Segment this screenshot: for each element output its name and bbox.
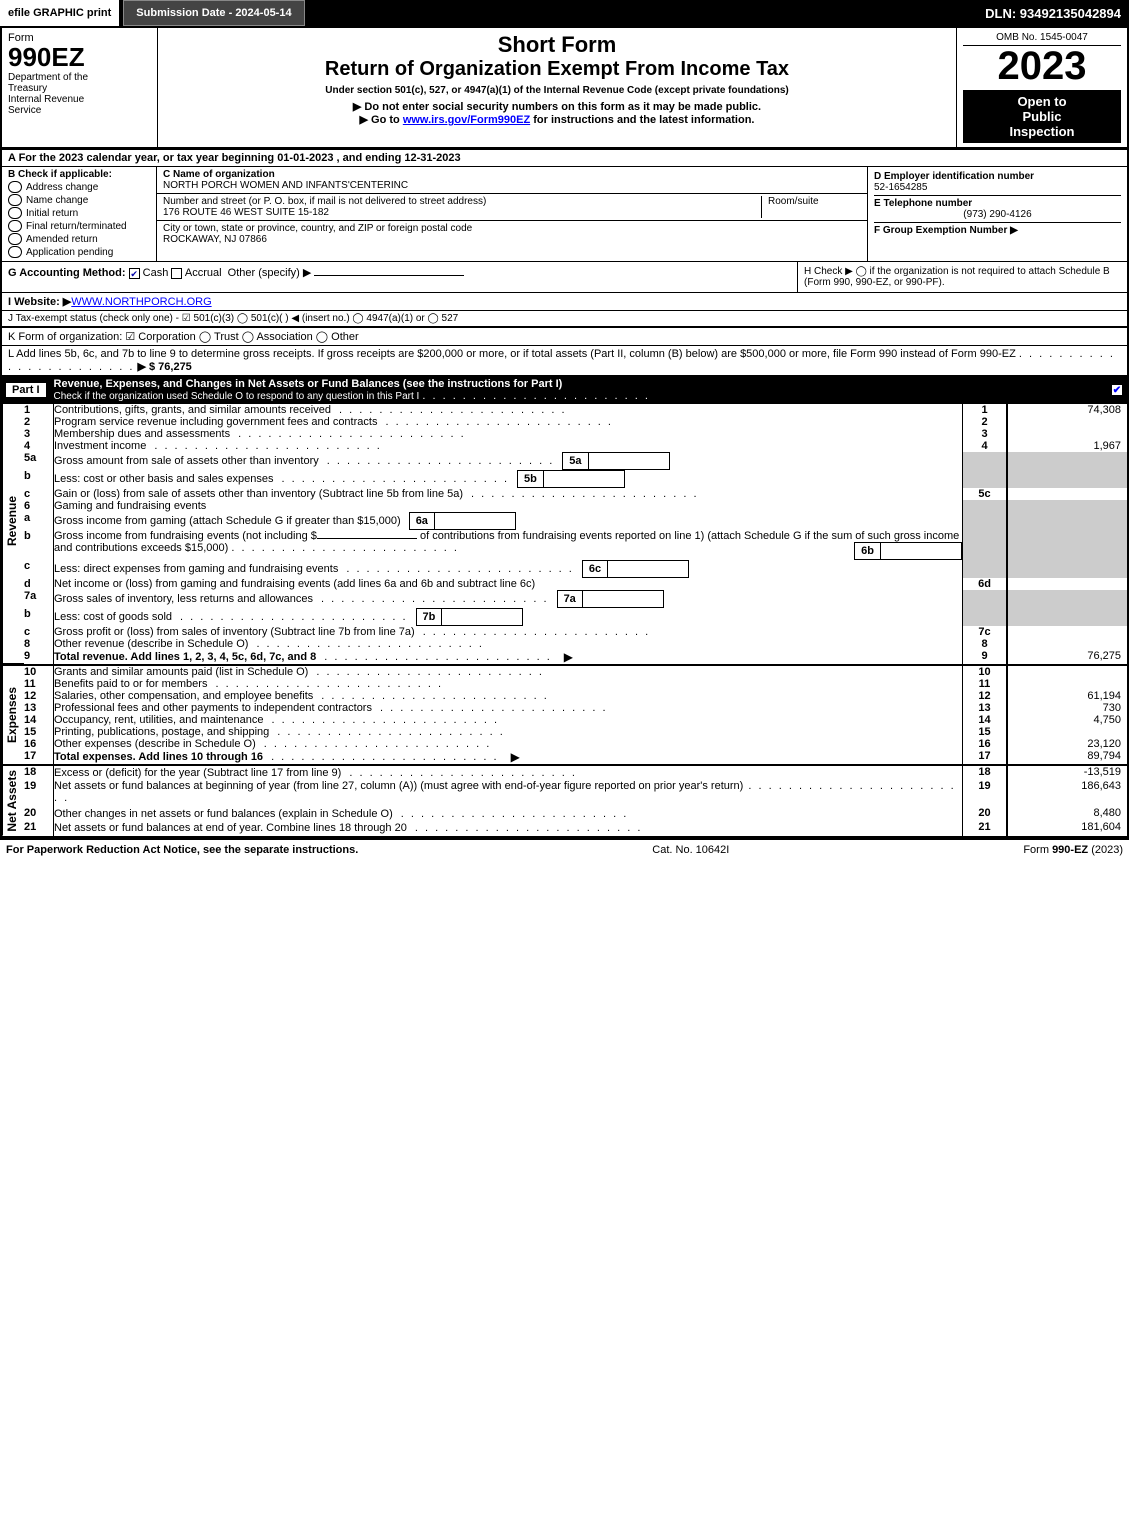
cat-no: Cat. No. 10642I bbox=[358, 844, 1023, 856]
chk-name-change[interactable] bbox=[8, 194, 22, 206]
val-line-20: 8,480 bbox=[1007, 807, 1127, 821]
submission-date: Submission Date - 2024-05-14 bbox=[123, 0, 304, 26]
part-1-checkbox[interactable]: ✔ bbox=[1111, 384, 1123, 396]
val-line-12: 61,194 bbox=[1007, 690, 1127, 702]
under-section: Under section 501(c), 527, or 4947(a)(1)… bbox=[166, 85, 948, 96]
row-l: L Add lines 5b, 6c, and 7b to line 9 to … bbox=[2, 345, 1127, 375]
efile-label[interactable]: efile GRAPHIC print bbox=[0, 0, 119, 26]
row-a: A For the 2023 calendar year, or tax yea… bbox=[2, 148, 1127, 166]
city-lbl: City or town, state or province, country… bbox=[163, 223, 472, 234]
phone: (973) 290-4126 bbox=[874, 209, 1121, 220]
part-1-label: Part I bbox=[6, 383, 46, 397]
revenue-table: Revenue 1Contributions, gifts, grants, a… bbox=[2, 404, 1127, 638]
topbar: efile GRAPHIC print Submission Date - 20… bbox=[0, 0, 1129, 26]
expenses-tab: Expenses bbox=[2, 666, 24, 764]
form-ref: Form 990-EZ (2023) bbox=[1023, 844, 1123, 856]
short-form-title: Short Form bbox=[166, 32, 948, 58]
d-e-f-section: D Employer identification number52-16542… bbox=[867, 167, 1127, 261]
row-j: J Tax-exempt status (check only one) - ☑… bbox=[2, 310, 1127, 326]
dln-label: DLN: 93492135042894 bbox=[985, 6, 1129, 21]
form-header: Form 990EZ Department of theTreasuryInte… bbox=[2, 28, 1127, 148]
expenses-table: Expenses 10Grants and similar amounts pa… bbox=[2, 664, 1127, 764]
b-checklist: B Check if applicable: Address change Na… bbox=[2, 167, 157, 261]
section-g-h: G Accounting Method: ✔ Cash Accrual Othe… bbox=[2, 261, 1127, 292]
ein: 52-1654285 bbox=[874, 182, 927, 193]
d-lbl: D Employer identification number bbox=[874, 171, 1034, 182]
inst-2: ▶ Go to www.irs.gov/Form990EZ for instru… bbox=[166, 113, 948, 126]
irs-link[interactable]: www.irs.gov/Form990EZ bbox=[403, 114, 530, 126]
section-b-c-d: B Check if applicable: Address change Na… bbox=[2, 166, 1127, 261]
part-1-sub: Check if the organization used Schedule … bbox=[54, 391, 420, 402]
netassets-table: Net Assets 18Excess or (deficit) for the… bbox=[2, 764, 1127, 836]
netassets-tab: Net Assets bbox=[2, 766, 24, 836]
val-line-4: 1,967 bbox=[1007, 440, 1127, 452]
room-lbl: Room/suite bbox=[768, 196, 819, 207]
chk-amended-return[interactable] bbox=[8, 233, 22, 245]
val-line-14: 4,750 bbox=[1007, 714, 1127, 726]
tax-year: 2023 bbox=[963, 46, 1121, 86]
row-i: I Website: ▶WWW.NORTHPORCH.ORG bbox=[2, 292, 1127, 310]
addr-lbl: Number and street (or P. O. box, if mail… bbox=[163, 196, 486, 207]
header-left: Form 990EZ Department of theTreasuryInte… bbox=[2, 28, 157, 147]
chk-cash[interactable]: ✔ bbox=[129, 268, 140, 279]
val-line-17: 89,794 bbox=[1007, 750, 1127, 764]
val-line-1: 74,308 bbox=[1007, 404, 1127, 416]
row-k: K Form of organization: ☑ Corporation ◯ … bbox=[2, 326, 1127, 345]
chk-application-pending[interactable] bbox=[8, 246, 22, 258]
org-name: NORTH PORCH WOMEN AND INFANTS'CENTERINC bbox=[163, 180, 408, 191]
chk-initial-return[interactable] bbox=[8, 207, 22, 219]
website-link[interactable]: WWW.NORTHPORCH.ORG bbox=[71, 296, 211, 308]
return-title: Return of Organization Exempt From Incom… bbox=[166, 58, 948, 81]
e-lbl: E Telephone number bbox=[874, 198, 972, 209]
revenue-tab: Revenue bbox=[2, 404, 24, 638]
dept-label: Department of theTreasuryInternal Revenu… bbox=[8, 72, 151, 116]
val-line-13: 730 bbox=[1007, 702, 1127, 714]
b-label: B Check if applicable: bbox=[8, 169, 150, 180]
f-lbl: F Group Exemption Number ▶ bbox=[874, 225, 1018, 236]
h-section: H Check ▶ ◯ if the organization is not r… bbox=[797, 262, 1127, 292]
chk-final-return[interactable] bbox=[8, 220, 22, 232]
chk-accrual[interactable] bbox=[171, 268, 182, 279]
val-line-18: -13,519 bbox=[1007, 766, 1127, 780]
val-line-21: 181,604 bbox=[1007, 821, 1127, 835]
org-address: 176 ROUTE 46 WEST SUITE 15-182 bbox=[163, 207, 329, 218]
part-1-header: Part I Revenue, Expenses, and Changes in… bbox=[2, 375, 1127, 404]
val-line-9: 76,275 bbox=[1007, 650, 1127, 664]
part-1-title: Revenue, Expenses, and Changes in Net As… bbox=[54, 378, 563, 390]
val-line-16: 23,120 bbox=[1007, 738, 1127, 750]
footer: For Paperwork Reduction Act Notice, see … bbox=[0, 838, 1129, 860]
form-number: 990EZ bbox=[8, 44, 151, 70]
c-section: C Name of organizationNORTH PORCH WOMEN … bbox=[157, 167, 867, 261]
chk-address-change[interactable] bbox=[8, 181, 22, 193]
g-label: G Accounting Method: bbox=[8, 267, 126, 279]
form-box: Form 990EZ Department of theTreasuryInte… bbox=[0, 26, 1129, 838]
c-name-lbl: C Name of organization bbox=[163, 169, 275, 180]
header-right: OMB No. 1545-0047 2023 Open toPublicInsp… bbox=[957, 28, 1127, 147]
header-center: Short Form Return of Organization Exempt… bbox=[157, 28, 957, 147]
inst-1: ▶ Do not enter social security numbers o… bbox=[166, 100, 948, 113]
paperwork-notice: For Paperwork Reduction Act Notice, see … bbox=[6, 844, 358, 856]
org-city: ROCKAWAY, NJ 07866 bbox=[163, 234, 267, 245]
inspection-box: Open toPublicInspection bbox=[963, 90, 1121, 143]
val-line-19: 186,643 bbox=[1007, 780, 1127, 806]
